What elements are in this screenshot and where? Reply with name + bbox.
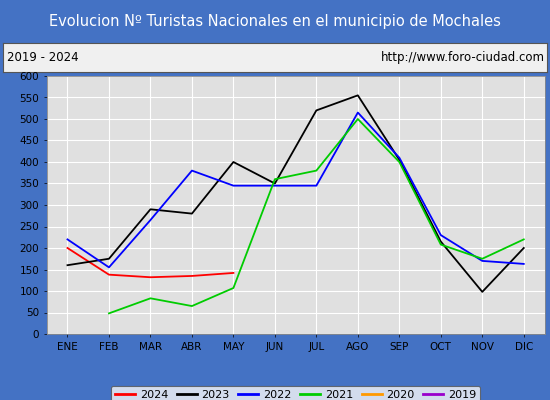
Text: Evolucion Nº Turistas Nacionales en el municipio de Mochales: Evolucion Nº Turistas Nacionales en el m… bbox=[49, 14, 501, 29]
Text: http://www.foro-ciudad.com: http://www.foro-ciudad.com bbox=[381, 51, 544, 64]
Legend: 2024, 2023, 2022, 2021, 2020, 2019: 2024, 2023, 2022, 2021, 2020, 2019 bbox=[111, 386, 481, 400]
Text: 2019 - 2024: 2019 - 2024 bbox=[7, 51, 79, 64]
